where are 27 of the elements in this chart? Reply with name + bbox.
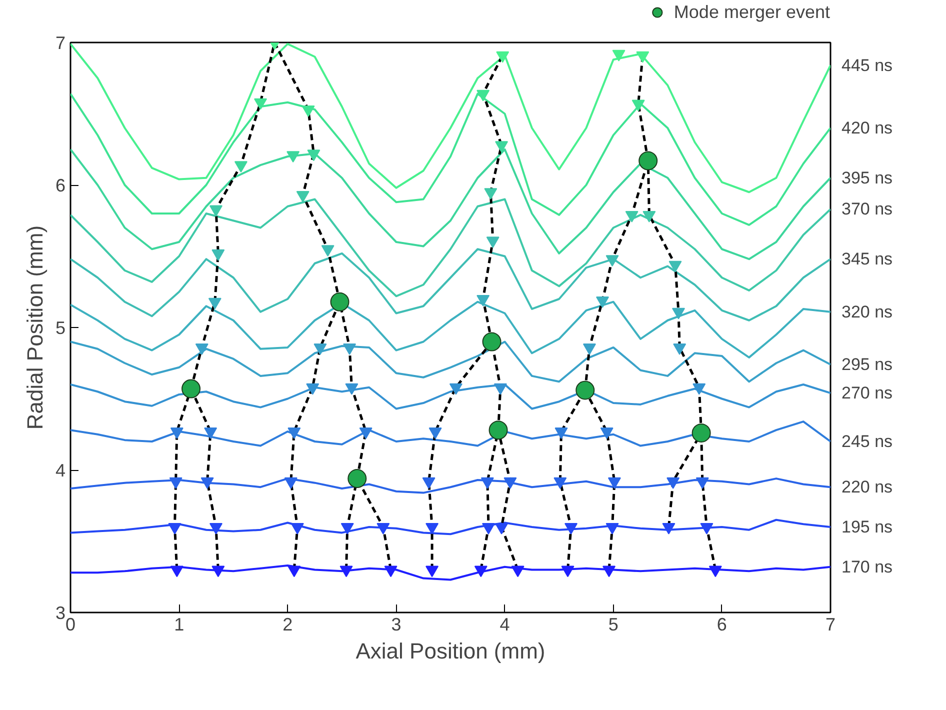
x-tick-label: 0: [65, 614, 76, 634]
series-label: 170 ns: [842, 557, 893, 576]
series-label: 345 ns: [842, 250, 893, 269]
y-tick-label: 7: [55, 33, 66, 53]
series-label: 320 ns: [842, 302, 893, 322]
series-label: 445 ns: [842, 56, 893, 75]
x-tick-label: 6: [716, 614, 727, 634]
series-label: 295 ns: [842, 355, 893, 374]
y-tick-label: 6: [55, 176, 66, 196]
y-axis-title: Radial Position (mm): [22, 225, 48, 430]
y-tick-label: 4: [55, 460, 66, 480]
legend-label: Mode merger event: [674, 2, 830, 22]
series-label: 370 ns: [842, 200, 893, 219]
series-label: 270 ns: [842, 384, 893, 403]
x-tick-label: 1: [174, 614, 184, 634]
series-label: 420 ns: [842, 118, 893, 138]
series-label: 245 ns: [842, 432, 893, 451]
series-label: 195 ns: [842, 518, 893, 536]
x-tick-label: 5: [608, 614, 618, 634]
x-tick-label: 2: [282, 614, 293, 634]
x-tick-label: 4: [500, 614, 510, 634]
series-label: 220 ns: [842, 478, 893, 497]
y-tick-label: 5: [55, 318, 66, 338]
x-tick-label: 7: [825, 614, 836, 634]
x-tick-label: 3: [391, 614, 402, 634]
series-label: 395 ns: [842, 168, 893, 188]
x-axis-title: Axial Position (mm): [356, 638, 546, 664]
